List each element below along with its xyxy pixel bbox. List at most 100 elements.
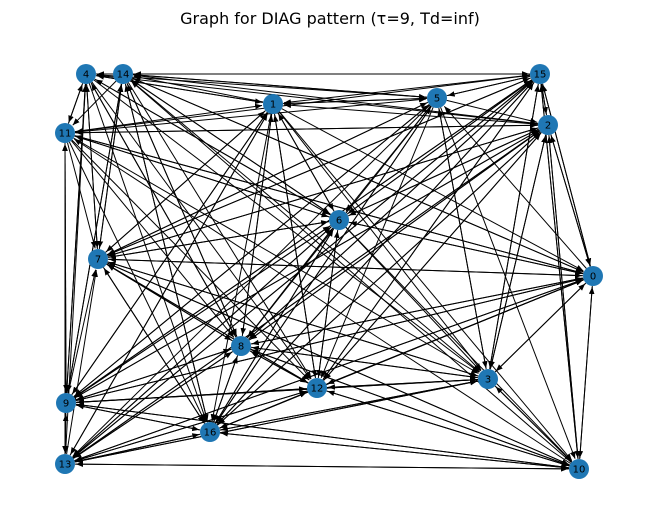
edge-0-to-14	[132, 77, 584, 273]
node-12: 12	[307, 378, 327, 398]
edge-14-to-11	[72, 80, 117, 126]
edge-12-to-2	[323, 132, 542, 381]
node-circle	[583, 266, 603, 286]
node-14: 14	[113, 64, 133, 84]
edge-9-to-14	[67, 84, 123, 394]
edge-13-to-7	[66, 269, 98, 455]
node-circle	[538, 115, 558, 135]
node-label: 12	[311, 384, 324, 395]
node-label: 0	[590, 272, 596, 283]
edge-3-to-15	[489, 84, 540, 370]
edge-16-to-8	[212, 356, 238, 423]
node-circle	[263, 94, 283, 114]
edge-1-to-3	[278, 111, 482, 371]
edge-16-to-7	[103, 267, 206, 424]
node-circle	[113, 64, 133, 84]
edge-5-to-10	[440, 107, 576, 459]
node-circle	[427, 88, 447, 108]
node-16: 16	[200, 422, 220, 442]
edge-6-to-10	[345, 226, 572, 462]
edge-16-to-2	[217, 132, 541, 426]
node-9: 9	[56, 393, 76, 413]
edge-9-to-15	[73, 79, 532, 398]
node-2: 2	[538, 115, 558, 135]
edge-7-to-6	[107, 220, 329, 258]
edge-3-to-0	[494, 283, 586, 373]
edge-15-to-5	[447, 75, 531, 97]
edge-0-to-15	[541, 84, 591, 267]
node-circle	[55, 123, 75, 143]
edge-13-to-6	[72, 226, 332, 458]
node-6: 6	[329, 210, 349, 230]
edge-10-to-12	[327, 390, 570, 467]
edge-16-to-14	[124, 84, 209, 423]
edge-10-to-8	[251, 349, 570, 467]
node-3: 3	[478, 369, 498, 389]
node-5: 5	[427, 88, 447, 108]
edge-5-to-2	[446, 99, 538, 124]
edge-9-to-2	[74, 130, 539, 399]
node-label: 3	[485, 375, 491, 386]
edge-9-to-3	[75, 377, 478, 403]
node-11: 11	[55, 123, 75, 143]
node-4: 4	[76, 64, 96, 84]
edge-0-to-5	[443, 105, 587, 269]
edge-9-to-6	[74, 225, 331, 398]
node-label: 5	[434, 94, 440, 105]
node-label: 15	[534, 70, 547, 81]
node-circle	[55, 454, 75, 474]
edge-11-to-4	[67, 84, 83, 124]
edge-13-to-12	[74, 390, 307, 462]
edge-5-to-4	[96, 72, 428, 98]
edge-13-to-0	[74, 279, 583, 462]
edge-8-to-4	[90, 83, 237, 338]
node-label: 8	[238, 342, 244, 353]
edge-11-to-5	[74, 96, 427, 133]
node-label: 10	[573, 465, 586, 476]
edge-16-to-9	[76, 403, 201, 431]
edge-11-to-1	[74, 103, 263, 133]
node-circle	[329, 210, 349, 230]
edge-7-to-4	[84, 84, 98, 250]
edge-16-to-3	[219, 379, 478, 431]
edge-7-to-14	[98, 84, 124, 250]
figure-title: Graph for DIAG pattern (τ=9, Td=inf)	[180, 9, 480, 28]
edge-12-to-7	[107, 264, 309, 384]
node-1: 1	[263, 94, 283, 114]
edge-13-to-8	[73, 351, 233, 459]
edge-10-to-2	[546, 135, 579, 460]
node-circle	[569, 459, 589, 479]
edge-6-to-2	[347, 129, 539, 217]
edge-9-to-1	[71, 112, 268, 396]
edge-2-to-11	[75, 124, 539, 136]
node-7: 7	[88, 249, 108, 269]
edge-0-to-10	[577, 285, 593, 459]
node-label: 4	[83, 70, 89, 81]
node-circle	[56, 393, 76, 413]
edge-9-to-7	[67, 269, 97, 394]
edge-1-to-0	[281, 108, 584, 272]
edge-10-to-9	[76, 402, 570, 469]
node-circle	[200, 422, 220, 442]
edge-7-to-1	[105, 110, 266, 253]
edge-5-to-13	[72, 104, 431, 457]
node-0: 0	[583, 266, 603, 286]
edge-13-to-3	[74, 379, 478, 463]
edge-5-to-14	[133, 72, 428, 98]
edge-9-to-5	[73, 104, 429, 397]
edge-3-to-8	[251, 345, 479, 379]
edge-1-to-16	[210, 113, 272, 422]
edge-9-to-0	[75, 277, 583, 402]
edge-2-to-1	[283, 102, 539, 125]
edge-12-to-15	[322, 82, 535, 381]
edge-10-to-3	[495, 386, 573, 463]
node-circle	[231, 336, 251, 356]
node-label: 13	[59, 460, 72, 471]
edge-16-to-13	[75, 433, 201, 463]
edge-10-to-14	[130, 80, 572, 463]
edge-6-to-1	[277, 113, 335, 212]
node-label: 11	[59, 129, 72, 140]
edge-16-to-0	[219, 279, 583, 429]
edge-16-to-6	[214, 229, 334, 424]
